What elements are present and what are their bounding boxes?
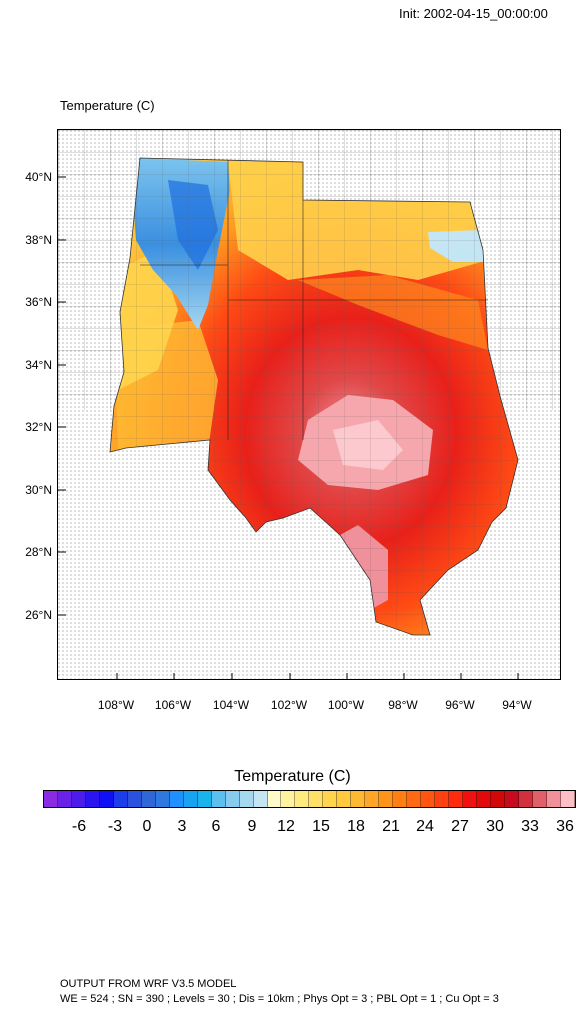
colorbar-swatch [197, 791, 212, 807]
colorbar-label: 3 [177, 818, 187, 835]
colorbar-swatch [477, 791, 491, 807]
colorbar-swatch [323, 791, 338, 807]
colorbar-swatch [309, 791, 324, 807]
colorbar-swatch [127, 791, 142, 807]
colorbar-label: -3 [107, 818, 123, 835]
colorbar-swatch [491, 791, 505, 807]
lon-label-108w: 108°W [97, 698, 135, 712]
colorbar-swatch [379, 791, 394, 807]
temperature-map [57, 129, 561, 680]
lon-label-100w: 100°W [327, 698, 365, 712]
colorbar-swatch [295, 791, 310, 807]
colorbar-swatch [57, 791, 72, 807]
colorbar-swatch [421, 791, 436, 807]
colorbar-swatch [267, 791, 282, 807]
colorbar-label: 9 [247, 818, 257, 835]
colorbar-swatch [71, 791, 86, 807]
colorbar-label: 6 [211, 818, 221, 835]
lat-label-38n: 38°N [25, 233, 52, 247]
colorbar-swatch [253, 791, 268, 807]
colorbar-swatch [393, 791, 408, 807]
colorbar-swatch [518, 791, 533, 807]
colorbar [43, 790, 576, 808]
colorbar-label: -6 [71, 818, 87, 835]
colorbar-label: 15 [312, 818, 330, 835]
lat-label-30n: 30°N [25, 483, 52, 497]
colorbar-swatch [546, 791, 561, 807]
colorbar-swatch [44, 791, 58, 807]
map-canvas [58, 130, 560, 679]
lat-label-28n: 28°N [25, 545, 52, 559]
colorbar-swatch [532, 791, 547, 807]
map-title: Temperature (C) [60, 98, 155, 113]
lon-label-96w: 96°W [445, 698, 475, 712]
lon-label-98w: 98°W [388, 698, 418, 712]
colorbar-label: 33 [521, 818, 539, 835]
init-time-label: Init: 2002-04-15_00:00:00 [399, 6, 548, 21]
colorbar-swatch [281, 791, 296, 807]
colorbar-swatch [225, 791, 240, 807]
lat-label-26n: 26°N [25, 608, 52, 622]
colorbar-label: 21 [382, 818, 400, 835]
colorbar-swatch [113, 791, 128, 807]
colorbar-label: 12 [277, 818, 295, 835]
colorbar-swatch [351, 791, 366, 807]
colorbar-label: 30 [486, 818, 504, 835]
colorbar-swatch [407, 791, 422, 807]
colorbar-label: 24 [416, 818, 434, 835]
colorbar-label: 36 [556, 818, 574, 835]
lon-label-94w: 94°W [502, 698, 532, 712]
colorbar-title: Temperature (C) [234, 768, 351, 785]
colorbar-label: 0 [142, 818, 152, 835]
colorbar-swatch [560, 791, 575, 807]
lat-label-36n: 36°N [25, 295, 52, 309]
colorbar-swatch [365, 791, 380, 807]
lat-label-34n: 34°N [25, 358, 52, 372]
colorbar-swatch [337, 791, 352, 807]
colorbar-label: 27 [451, 818, 469, 835]
lon-label-106w: 106°W [154, 698, 192, 712]
colorbar-swatch [99, 791, 114, 807]
lon-label-102w: 102°W [270, 698, 308, 712]
footer-model-line: OUTPUT FROM WRF V3.5 MODEL [60, 978, 237, 990]
colorbar-swatch [141, 791, 156, 807]
colorbar-swatch [435, 791, 450, 807]
domain-outline [109, 157, 519, 636]
colorbar-swatch [183, 791, 198, 807]
colorbar-swatch [239, 791, 254, 807]
colorbar-swatch [463, 791, 478, 807]
colorbar-swatch [85, 791, 100, 807]
footer-params-line: WE = 524 ; SN = 390 ; Levels = 30 ; Dis … [60, 993, 499, 1005]
colorbar-swatch [211, 791, 226, 807]
colorbar-swatch [155, 791, 170, 807]
lat-label-40n: 40°N [25, 170, 52, 184]
lon-label-104w: 104°W [212, 698, 250, 712]
colorbar-swatch [449, 791, 464, 807]
colorbar-swatch [504, 791, 519, 807]
colorbar-label: 18 [347, 818, 365, 835]
lat-label-32n: 32°N [25, 420, 52, 434]
colorbar-swatch [169, 791, 184, 807]
